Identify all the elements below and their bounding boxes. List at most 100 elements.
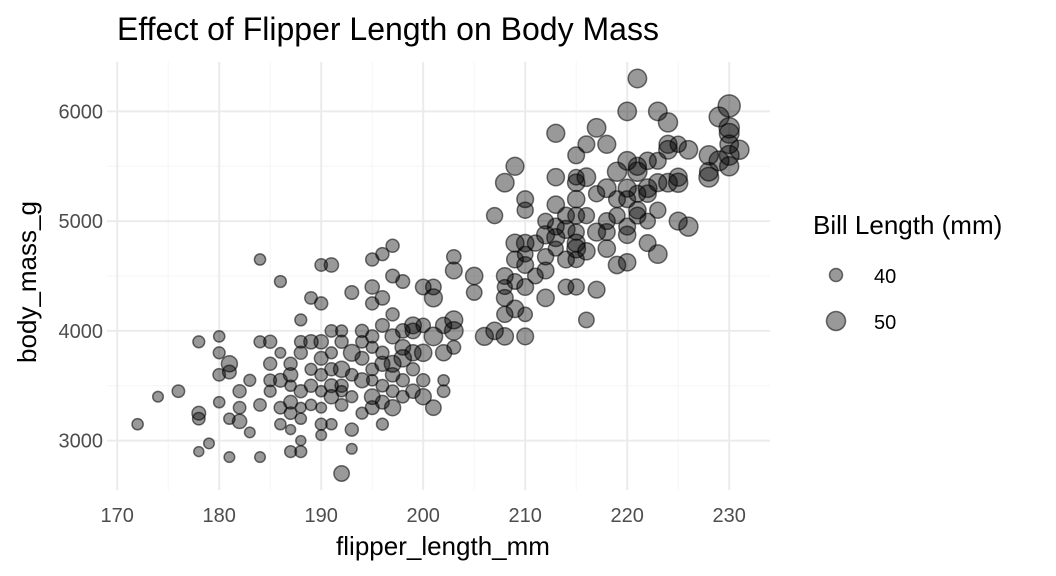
data-point <box>364 279 381 295</box>
data-point <box>505 299 525 319</box>
data-point <box>405 362 421 377</box>
data-point <box>304 362 318 376</box>
data-point <box>253 335 267 349</box>
y-tick-label: 6000 <box>59 101 104 123</box>
x-axis-ticks: 170 180 190 200 210 220 230 <box>101 505 746 527</box>
data-point <box>344 284 360 301</box>
data-point <box>567 146 586 165</box>
data-point <box>587 280 606 299</box>
data-point <box>354 350 370 366</box>
data-point <box>658 139 678 160</box>
data-point <box>506 273 524 290</box>
data-point <box>375 246 390 262</box>
data-point <box>546 123 566 143</box>
data-point <box>718 144 740 166</box>
data-point <box>414 387 432 406</box>
data-point <box>212 346 226 360</box>
data-point <box>495 327 515 346</box>
data-point <box>413 343 433 363</box>
data-point <box>496 305 514 324</box>
data-point <box>536 288 555 308</box>
data-point <box>516 255 535 275</box>
data-point <box>446 339 462 355</box>
data-point <box>313 296 329 311</box>
data-point <box>232 400 247 415</box>
data-point <box>212 330 226 343</box>
data-point <box>526 267 544 285</box>
data-point <box>171 384 186 399</box>
data-point <box>415 373 431 388</box>
data-point <box>556 219 576 240</box>
data-point <box>566 189 586 209</box>
data-point <box>282 366 299 383</box>
data-point <box>494 172 515 193</box>
chart-title: Effect of Flipper Length on Body Mass <box>117 11 659 47</box>
data-point <box>263 373 278 388</box>
data-point <box>334 334 349 350</box>
data-point <box>323 378 339 394</box>
data-point <box>717 94 741 118</box>
data-point <box>516 277 535 297</box>
data-point <box>323 257 340 273</box>
data-point <box>719 134 740 155</box>
data-point <box>516 327 535 346</box>
legend-label-50: 50 <box>874 312 896 334</box>
data-point <box>283 356 298 372</box>
data-point <box>668 167 688 187</box>
data-point <box>424 278 442 296</box>
data-point <box>718 122 740 144</box>
data-point <box>444 261 463 280</box>
y-axis-ticks: 3000 4000 5000 6000 <box>59 101 104 452</box>
data-point <box>698 145 720 166</box>
data-point <box>464 266 484 286</box>
data-point <box>678 216 699 237</box>
data-point <box>303 378 319 393</box>
data-point <box>374 317 390 333</box>
data-point <box>374 355 391 372</box>
x-tick-label: 210 <box>509 505 542 527</box>
data-point <box>220 355 239 373</box>
data-point <box>324 346 339 360</box>
data-point <box>374 290 391 306</box>
data-point <box>334 324 349 338</box>
data-point <box>243 373 257 387</box>
data-point <box>597 134 617 154</box>
data-point <box>628 206 647 225</box>
data-point <box>293 345 309 361</box>
data-point <box>131 417 144 431</box>
data-point <box>294 412 308 426</box>
data-point <box>395 273 411 290</box>
data-point <box>617 101 638 122</box>
data-point <box>546 167 566 187</box>
data-point <box>335 384 348 398</box>
data-point <box>192 335 206 349</box>
data-point <box>324 323 339 338</box>
y-tick-label: 3000 <box>59 431 104 453</box>
data-point <box>151 390 165 403</box>
data-point <box>437 373 450 387</box>
data-point <box>729 139 750 161</box>
data-point <box>333 465 351 482</box>
data-point <box>221 364 237 380</box>
data-point <box>232 383 247 399</box>
data-point <box>325 417 338 431</box>
data-point <box>577 135 596 154</box>
y-tick-label: 5000 <box>59 211 104 233</box>
x-tick-label: 180 <box>203 505 236 527</box>
data-point <box>294 313 308 327</box>
data-point <box>566 173 586 193</box>
data-point <box>444 310 464 330</box>
data-point <box>283 406 298 421</box>
data-point <box>283 394 299 410</box>
data-point <box>637 178 658 199</box>
data-point <box>597 212 616 231</box>
data-point <box>231 413 248 430</box>
data-point <box>496 278 513 296</box>
data-point <box>253 253 267 266</box>
data-point <box>345 442 358 455</box>
data-point <box>262 334 278 350</box>
x-tick-label: 200 <box>407 505 440 527</box>
data-point <box>567 168 585 186</box>
data-point <box>274 417 287 431</box>
